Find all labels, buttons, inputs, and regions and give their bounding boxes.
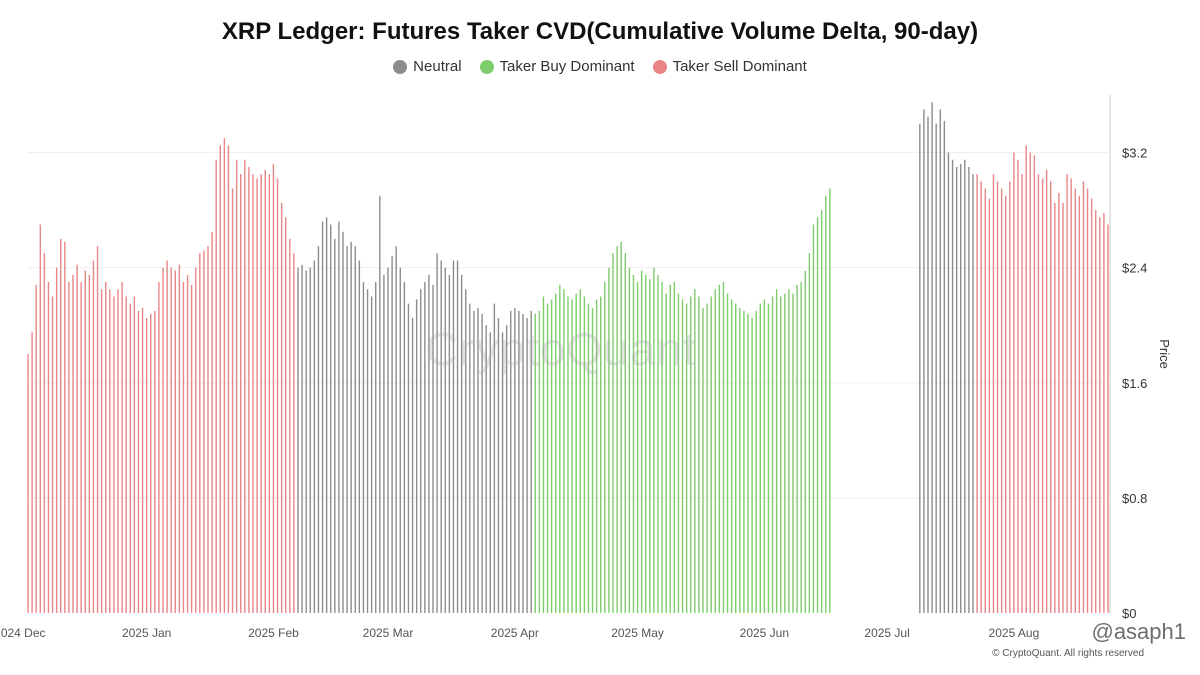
y-tick-label: $1.6	[1122, 376, 1147, 391]
legend-item-taker-sell[interactable]: Taker Sell Dominant	[652, 58, 807, 75]
y-tick-label: $2.4	[1122, 261, 1147, 276]
legend-item-taker-buy[interactable]: Taker Buy Dominant	[479, 58, 635, 75]
legend-item-neutral[interactable]: Neutral	[393, 58, 462, 75]
legend-label-taker-sell: Taker Sell Dominant	[672, 58, 807, 75]
y-tick-label: $0.8	[1122, 491, 1147, 506]
y-tick-label: $0	[1122, 606, 1136, 621]
legend-label-neutral: Neutral	[413, 58, 462, 75]
legend-dot-neutral	[393, 59, 408, 74]
legend-dot-taker-buy	[479, 59, 494, 74]
chart-legend: Neutral Taker Buy Dominant Taker Sell Do…	[0, 58, 1200, 75]
y-tick-label: $3.2	[1122, 146, 1147, 161]
x-tick-label: 2025 Jun	[740, 626, 789, 640]
x-tick-label: 2025 Feb	[248, 626, 299, 640]
x-tick-label: 2025 Apr	[491, 626, 539, 640]
y-axis-title: Price	[1157, 339, 1172, 369]
x-tick-label: 2025 Jul	[864, 626, 909, 640]
x-tick-label: 2025 Aug	[989, 626, 1040, 640]
legend-dot-taker-sell	[652, 59, 667, 74]
chart-title: XRP Ledger: Futures Taker CVD(Cumulative…	[221, 18, 979, 45]
x-tick-label: 2025 Mar	[363, 626, 414, 640]
x-tick-label: 2024 Dec	[0, 626, 46, 640]
x-tick-label: 2025 Jan	[122, 626, 171, 640]
copyright-credit: © CryptoQuant. All rights reserved	[992, 648, 1144, 659]
legend-label-taker-buy: Taker Buy Dominant	[499, 58, 635, 75]
author-handle: @asaph1	[1091, 619, 1186, 644]
x-tick-label: 2025 May	[611, 626, 664, 640]
